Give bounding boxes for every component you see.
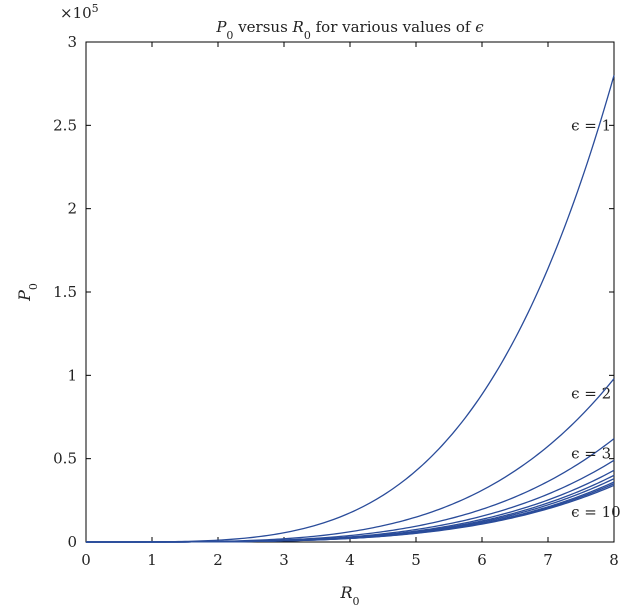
y-axis-ticks: 0 0.5 1 1.5 2 2.5 3 bbox=[53, 33, 614, 551]
curve-annotation: ϵ = 1 bbox=[571, 116, 611, 134]
x-tick-label: 2 bbox=[213, 551, 223, 569]
x-tick-label: 4 bbox=[345, 551, 355, 569]
curve-annotations: ϵ = 1 ϵ = 2 ϵ = 3 ϵ = 10 bbox=[571, 116, 621, 521]
title-rest: for various values of bbox=[311, 18, 475, 36]
y-tick-label: 2.5 bbox=[53, 116, 77, 134]
y-axis-label: P0 bbox=[15, 283, 40, 302]
x-axis-label-sub: 0 bbox=[353, 595, 360, 608]
y-multiplier-base: ×10 bbox=[60, 4, 92, 22]
x-tick-label: 0 bbox=[81, 551, 91, 569]
series-line-epsilon-2 bbox=[86, 378, 615, 543]
series-lines bbox=[86, 75, 615, 543]
x-tick-label: 5 bbox=[411, 551, 421, 569]
title-r: R bbox=[292, 18, 304, 36]
title-r-sub: 0 bbox=[304, 29, 311, 42]
title-mid: versus bbox=[233, 18, 292, 36]
y-axis-multiplier: ×105 bbox=[60, 2, 99, 23]
y-tick-label: 2 bbox=[67, 200, 77, 218]
y-multiplier-exponent: 5 bbox=[92, 2, 99, 15]
y-tick-label: 0 bbox=[67, 533, 77, 551]
title-p-sub: 0 bbox=[226, 29, 233, 42]
curve-annotation: ϵ = 10 bbox=[571, 503, 621, 521]
series-line-epsilon-4 bbox=[86, 459, 615, 543]
y-tick-label: 3 bbox=[67, 33, 77, 51]
y-axis-label-main: P bbox=[15, 290, 34, 302]
y-tick-label: 0.5 bbox=[53, 450, 77, 468]
x-tick-label: 7 bbox=[543, 551, 553, 569]
y-tick-label: 1.5 bbox=[53, 283, 77, 301]
chart-title: P0 versus R0 for various values of ϵ bbox=[215, 18, 484, 42]
curve-annotation: ϵ = 3 bbox=[571, 445, 611, 463]
title-epsilon: ϵ bbox=[475, 18, 484, 36]
x-axis-ticks: 0 1 2 3 4 5 6 7 8 bbox=[81, 42, 619, 569]
y-tick-label: 1 bbox=[67, 366, 77, 384]
series-line-epsilon-10 bbox=[86, 484, 615, 543]
title-p: P bbox=[215, 18, 227, 36]
x-tick-label: 1 bbox=[147, 551, 157, 569]
x-tick-label: 6 bbox=[477, 551, 487, 569]
series-line-epsilon-3 bbox=[86, 438, 615, 543]
x-axis-label-main: R bbox=[339, 583, 352, 602]
series-line-epsilon-1 bbox=[86, 75, 615, 543]
x-tick-label: 3 bbox=[279, 551, 289, 569]
curve-annotation: ϵ = 2 bbox=[571, 385, 611, 403]
plot-frame bbox=[85, 41, 615, 543]
y-axis-label-sub: 0 bbox=[27, 283, 40, 290]
x-tick-label: 8 bbox=[609, 551, 619, 569]
x-axis-label: R0 bbox=[339, 583, 359, 608]
